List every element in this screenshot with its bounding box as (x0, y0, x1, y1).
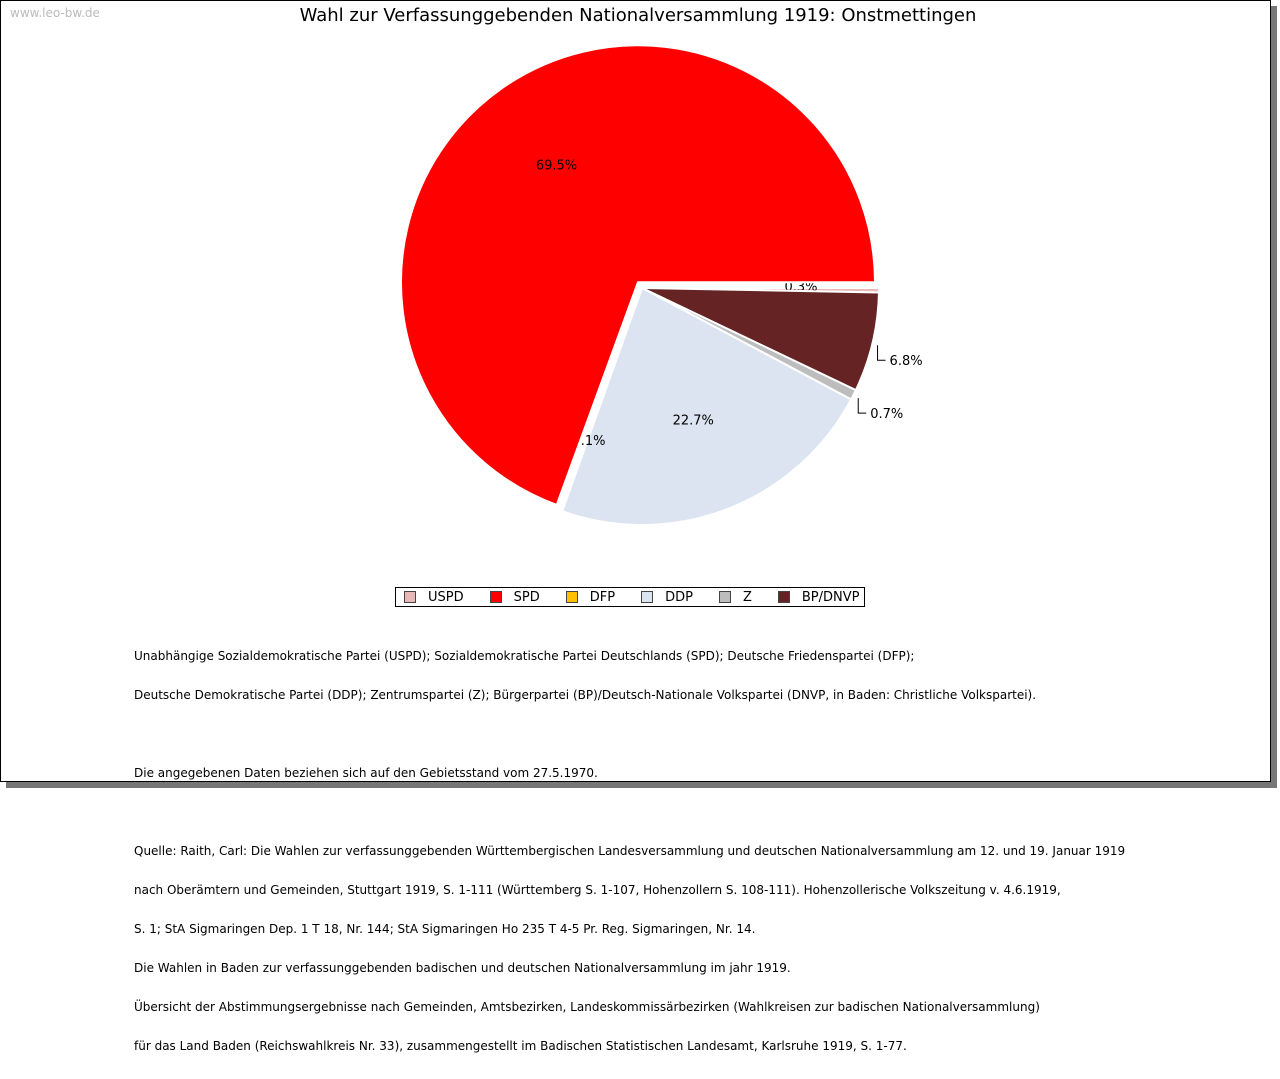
note-line: Unabhängige Sozialdemokratische Partei (… (134, 649, 915, 663)
pie-slice-ddp (560, 286, 853, 526)
slice-label-ddp: 22.7% (673, 414, 714, 429)
note-line: Deutsche Demokratische Partei (DDP); Zen… (134, 688, 1037, 702)
legend-item-dfp: DFP (565, 589, 616, 605)
chart-title: Wahl zur Verfassunggebenden Nationalvers… (299, 5, 977, 26)
legend-item-ddp: DDP (641, 590, 693, 605)
pie-slice-dfp (559, 287, 643, 513)
note-line: S. 1; StA Sigmaringen Dep. 1 T 18, Nr. 1… (134, 922, 756, 936)
leader-line (857, 398, 867, 414)
note-line: Quelle: Raith, Carl: Die Wahlen zur verf… (134, 844, 1126, 858)
legend-item-spd: SPD (489, 589, 540, 605)
legend-label: DFP (589, 589, 616, 605)
slice-label-bp-dnvp: 6.8% (890, 354, 923, 369)
note-line: für das Land Baden (Reichswahlkreis Nr. … (134, 1039, 907, 1053)
watermark: www.leo-bw.de (10, 6, 100, 20)
legend-swatch (641, 591, 654, 603)
legend-label: Z (742, 589, 752, 605)
legend-label: BP/DNVP (801, 589, 860, 605)
legend-label: SPD (513, 589, 540, 605)
note-territory: Die angegebenen Daten beziehen sich auf … (134, 766, 598, 780)
legend-swatch (404, 591, 416, 603)
footnotes: Unabhängige Sozialdemokratische Partei (… (134, 624, 1125, 1079)
slice-label-spd: 69.5% (536, 159, 577, 174)
note-line: nach Oberämtern und Gemeinden, Stuttgart… (134, 883, 1061, 897)
chart-frame: www.leo-bw.de Wahl zur Verfassunggebende… (0, 0, 1271, 1053)
legend-item-uspd: USPD (404, 590, 464, 605)
legend-swatch (777, 591, 790, 603)
legend: USPD SPD DFP DDP Z BP/DNVP (395, 587, 865, 607)
pie-slice-spd (400, 44, 876, 507)
slice-label-z: 0.7% (870, 407, 903, 422)
legend-label: USPD (428, 589, 464, 605)
legend-item-bp-dnvp: BP/DNVP (777, 589, 860, 605)
note-line: Die Wahlen in Baden zur verfassunggebend… (134, 961, 791, 975)
legend-swatch (565, 591, 578, 603)
legend-swatch (489, 591, 502, 603)
pie-chart: 0.3%6.8%0.7%22.7%0.1%69.5% (400, 44, 923, 526)
leader-line (877, 345, 886, 361)
legend-item-z: Z (718, 589, 752, 605)
legend-label: DDP (665, 589, 693, 605)
legend-swatch (718, 591, 731, 603)
note-line: Übersicht der Abstimmungsergebnisse nach… (134, 1000, 1040, 1014)
